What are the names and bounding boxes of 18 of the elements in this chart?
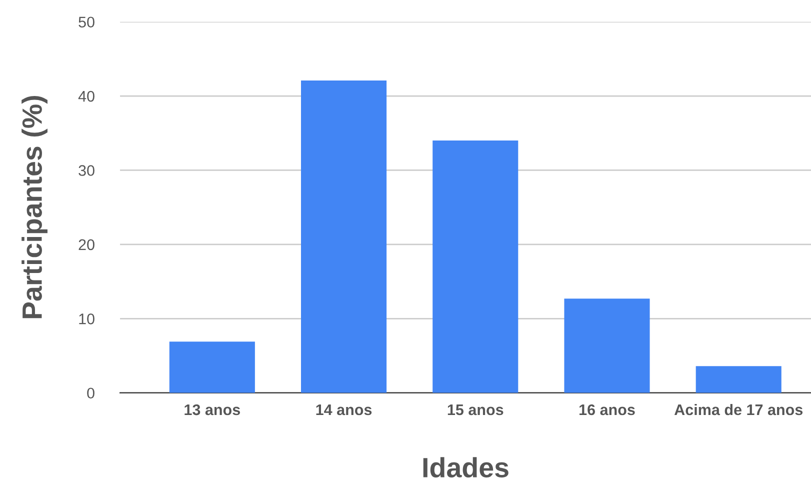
y-axis-title: Participantes (%) — [22, 96, 48, 318]
y-tick-label: 30 — [78, 165, 94, 176]
bar — [169, 342, 255, 393]
x-tick-label: 15 anos — [448, 404, 504, 416]
y-tick-label: 40 — [78, 90, 94, 102]
bar — [300, 80, 387, 393]
bar — [432, 140, 518, 393]
y-tick-label: 0 — [87, 388, 94, 399]
bar — [564, 298, 650, 393]
x-tick-label: Acima de 17 anos — [674, 404, 803, 416]
y-tick-label: 10 — [79, 314, 94, 324]
x-tick-label: 13 anos — [184, 404, 240, 416]
x-axis-title: Idades — [423, 457, 508, 478]
x-tick-label: 16 anos — [580, 404, 635, 416]
y-tick-label: 20 — [78, 239, 94, 250]
bar — [696, 366, 782, 393]
y-tick-label: 50 — [78, 16, 94, 28]
x-tick-label: 14 anos — [316, 404, 372, 416]
